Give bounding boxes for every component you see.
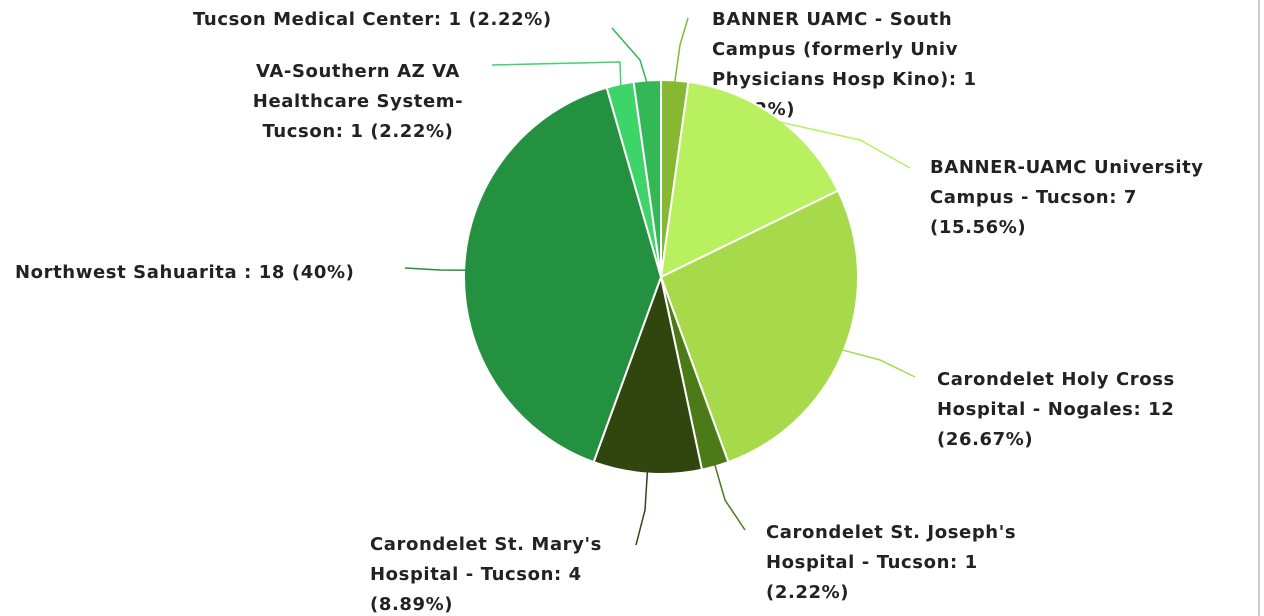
slice-label: Carondelet Holy Cross <box>937 369 1175 390</box>
pie-slice <box>632 78 662 278</box>
leader-line <box>635 469 649 546</box>
leader-line <box>839 348 916 378</box>
slice-label: VA-Southern AZ VA <box>256 61 460 82</box>
slice-label: Carondelet St. Mary's <box>370 534 602 555</box>
leader-line <box>491 61 622 89</box>
slice-label: BANNER UAMC - South <box>712 9 952 30</box>
leader-line <box>611 27 649 85</box>
slice-label: Healthcare System- <box>253 91 463 112</box>
slice-label: (8.89%) <box>370 594 453 615</box>
slice-label: Carondelet St. Joseph's <box>766 522 1016 543</box>
slice-label: Campus (formerly Univ <box>712 39 958 60</box>
slice-label: Hospital - Tucson: 4 <box>370 564 582 585</box>
slice-label: (2.22%) <box>766 582 849 603</box>
slice-label: Campus - Tucson: 7 <box>930 187 1137 208</box>
slice-label: Hospital - Tucson: 1 <box>766 552 978 573</box>
slice-label: Tucson: 1 (2.22%) <box>262 121 453 142</box>
leader-line <box>713 462 746 531</box>
slice-label: (26.67%) <box>937 429 1033 450</box>
leader-line <box>774 120 911 169</box>
slice-label: (15.56%) <box>930 217 1026 238</box>
slice-label: Tucson Medical Center: 1 (2.22%) <box>193 9 552 30</box>
leader-line <box>404 267 469 272</box>
pie-slice <box>659 80 840 279</box>
slice-label: BANNER-UAMC University <box>930 157 1204 178</box>
slice-label: Hospital - Nogales: 12 <box>937 399 1174 420</box>
leader-line <box>673 17 689 85</box>
slice-label: Northwest Sahuarita : 18 (40%) <box>15 262 354 283</box>
slice-label: Physicians Hosp Kino): 1 <box>712 69 977 90</box>
